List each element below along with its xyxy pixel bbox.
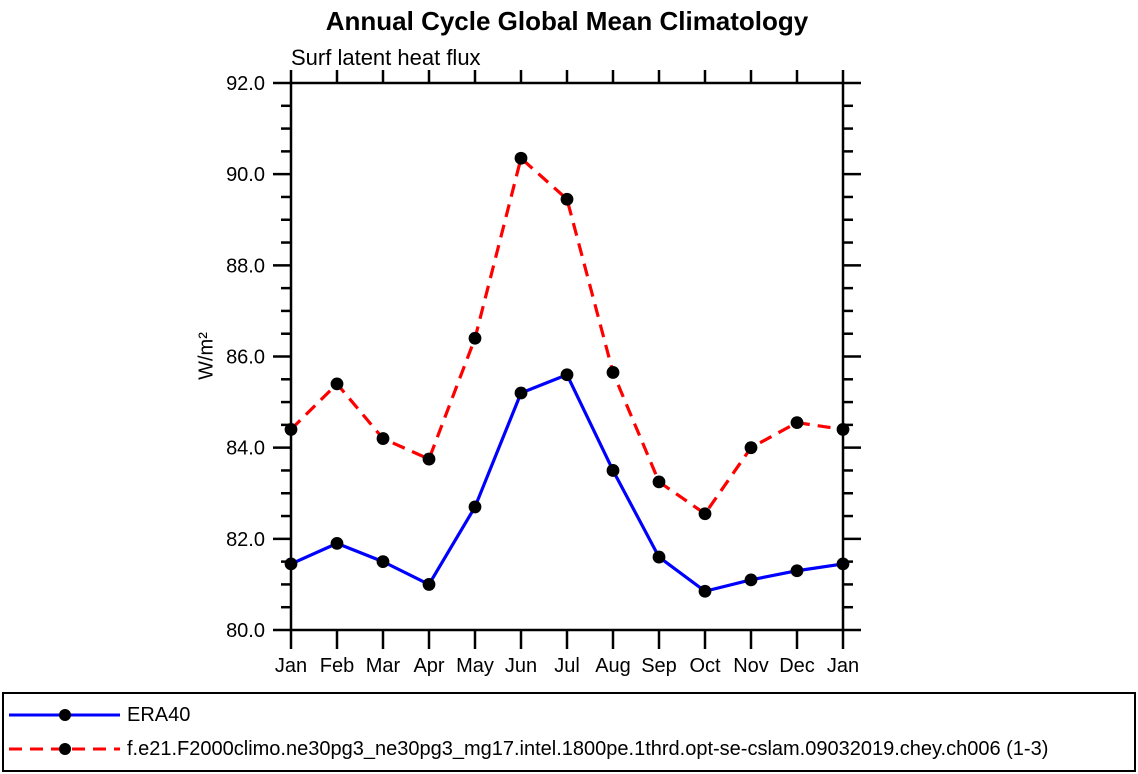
model-marker	[560, 192, 574, 206]
chart-subtitle: Surf latent heat flux	[291, 45, 481, 70]
model-line	[289, 156, 844, 516]
era40-marker	[698, 584, 712, 598]
y-tick-label: 92.0	[226, 73, 265, 95]
model-sample-marker-icon	[59, 743, 71, 755]
legend-label-era40: ERA40	[127, 703, 191, 726]
legend-label-model: f.e21.F2000climo.ne30pg3_ne30pg3_mg17.in…	[127, 737, 1049, 760]
x-tick-label: Jan	[827, 655, 859, 677]
x-tick-label: Jun	[505, 655, 537, 677]
model-marker	[744, 441, 758, 455]
era40-marker	[284, 557, 298, 571]
era40-marker	[422, 578, 436, 591]
era40-sample-marker-icon	[59, 709, 71, 721]
y-tick-label: 90.0	[226, 164, 265, 186]
chart-title: Annual Cycle Global Mean Climatology	[325, 6, 809, 36]
x-tick-label: Dec	[779, 655, 815, 677]
y-tick-label: 86.0	[226, 347, 265, 369]
model-marker	[836, 423, 850, 436]
model-marker	[422, 452, 436, 466]
era40-marker	[330, 536, 344, 550]
model-marker	[514, 151, 528, 165]
x-tick-label: Mar	[366, 655, 401, 677]
model-marker	[652, 475, 666, 489]
y-tick-label: 88.0	[226, 255, 265, 277]
model-marker	[698, 507, 712, 521]
legend-item-era40: ERA40	[8, 700, 190, 730]
x-tick-label: Jul	[554, 655, 580, 677]
era40-line	[290, 373, 844, 593]
plot-area: 92.0 90.0 88.0 86.0 84.0 82.0 80.0 Jan Feb Mar Apr…	[226, 70, 861, 677]
era40-marker	[376, 555, 390, 569]
model-line-sample	[9, 743, 120, 755]
era40-marker	[514, 386, 528, 400]
model-marker	[790, 416, 804, 429]
era40-marker	[790, 564, 804, 578]
model-marker	[284, 423, 298, 436]
model-marker	[330, 377, 344, 391]
era40-marker	[560, 368, 574, 382]
model-marker	[376, 432, 390, 445]
era40-marker	[606, 464, 620, 477]
era40-line-sample	[9, 709, 120, 721]
y-tick-label: 84.0	[226, 438, 265, 460]
y-axis-label: W/m²	[195, 332, 218, 380]
model-marker	[468, 331, 482, 345]
model-marker	[606, 366, 620, 379]
x-tick-label: Aug	[595, 655, 631, 677]
era40-marker	[652, 550, 666, 564]
era40-marker	[744, 573, 758, 587]
legend-item-model: f.e21.F2000climo.ne30pg3_ne30pg3_mg17.in…	[8, 734, 1048, 764]
plot-box	[289, 81, 845, 632]
y-tick-label: 80.0	[226, 620, 265, 642]
x-tick-label: Jan	[275, 655, 307, 677]
x-tick-label: Feb	[320, 655, 354, 677]
x-tick-label: May	[456, 655, 494, 677]
x-tick-label: Oct	[689, 655, 721, 677]
x-tick-label: Nov	[733, 655, 769, 677]
y-tick-label: 82.0	[226, 529, 265, 551]
x-tick-label: Sep	[641, 655, 677, 677]
legend-box: ERA40 f.e21.F2000climo.ne30pg3_ne30pg3_m…	[2, 692, 1136, 772]
x-tick-label: Apr	[413, 655, 444, 677]
era40-marker	[836, 557, 850, 571]
era40-marker	[468, 500, 482, 514]
